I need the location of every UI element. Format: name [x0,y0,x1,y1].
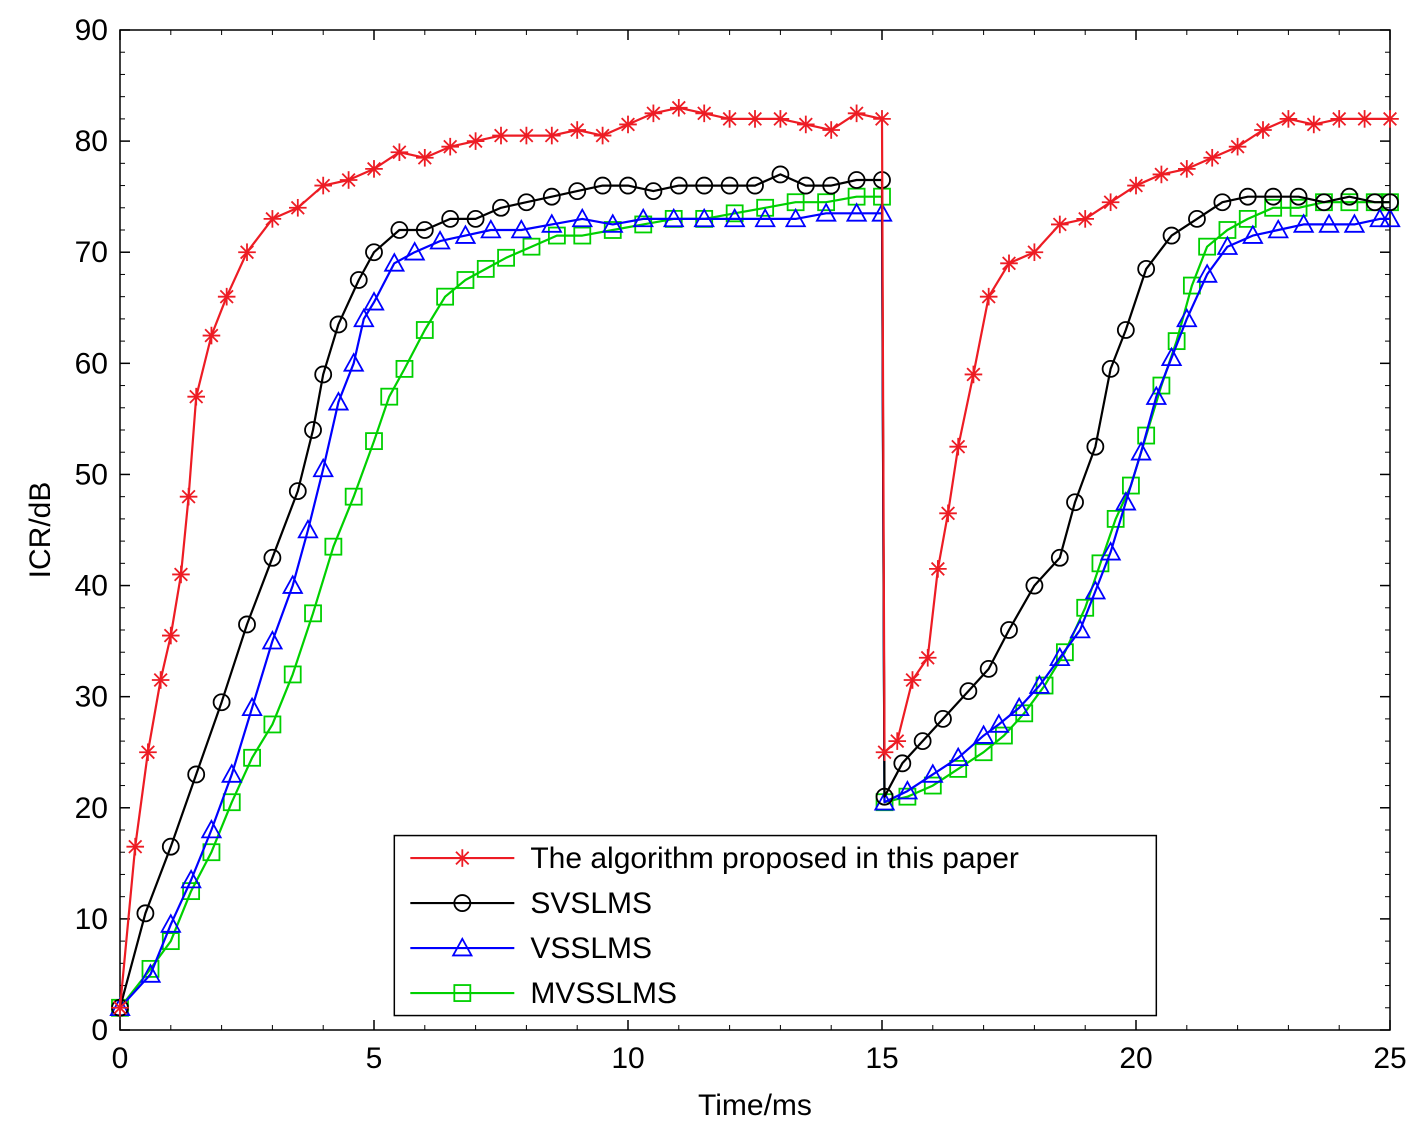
x-tick-label: 0 [112,1042,129,1075]
y-tick-label: 0 [91,1014,108,1047]
y-tick-label: 50 [75,458,108,491]
x-tick-label: 10 [611,1042,644,1075]
y-tick-label: 70 [75,236,108,269]
legend-label-proposed: The algorithm proposed in this paper [530,842,1019,875]
x-tick-label: 25 [1373,1042,1406,1075]
legend-label-svslms: SVSLMS [530,887,652,920]
legend-label-mvsslms: MVSSLMS [530,977,677,1010]
y-tick-label: 40 [75,570,108,603]
chart-container: 0 5 10 15 20 25 0 10 20 30 40 50 60 70 80 90 Time/ms ICR/… [0,0,1422,1144]
x-tick-label: 15 [865,1042,898,1075]
legend: The algorithm proposed in this paper SVSL… [394,836,1156,1016]
x-tick-label: 20 [1119,1042,1152,1075]
x-tick-label: 5 [366,1042,383,1075]
y-tick-label: 20 [75,792,108,825]
line-chart: 0 5 10 15 20 25 0 10 20 30 40 50 60 70 80 90 Time/ms ICR/… [0,0,1422,1144]
y-tick-label: 60 [75,347,108,380]
y-tick-label: 30 [75,681,108,714]
y-axis-label: ICR/dB [24,482,57,579]
legend-label-vsslms: VSSLMS [530,932,652,965]
x-axis-label: Time/ms [698,1089,812,1122]
y-tick-label: 80 [75,125,108,158]
y-tick-label: 10 [75,903,108,936]
y-tick-label: 90 [75,14,108,47]
